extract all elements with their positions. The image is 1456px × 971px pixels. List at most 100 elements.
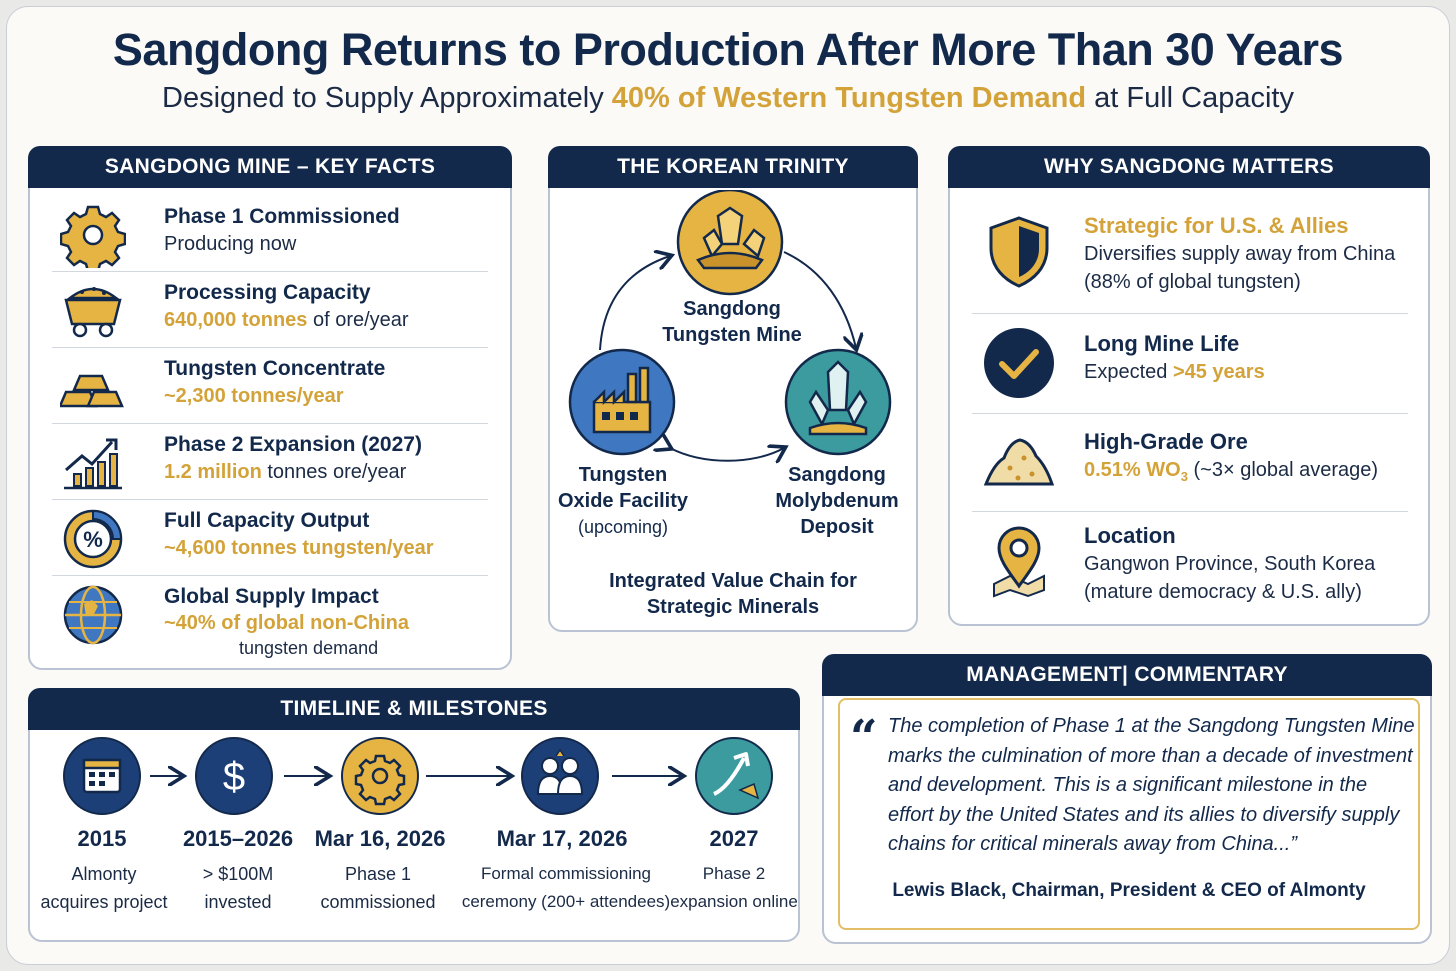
quote-text: The completion of Phase 1 at the Sangdon…: [888, 715, 1415, 855]
why-grade-title: High-Grade Ore: [1084, 429, 1248, 454]
why-strategic-line2: (88% of global tungsten): [1084, 271, 1301, 293]
fact-value: Producing now: [164, 233, 297, 255]
trinity-footer-line2: Strategic Minerals: [646, 596, 820, 618]
mine-cart-icon: [64, 287, 122, 338]
factory-icon: [568, 348, 676, 456]
subtitle-pre: Designed to Supply Approximately: [162, 82, 612, 114]
page-title: Sangdong Returns to Production After Mor…: [112, 24, 1344, 75]
why-life-title: Long Mine Life: [1084, 331, 1240, 356]
why-row-strategic: Strategic for U.S. & Allies Diversifies …: [972, 196, 1408, 314]
why-location-line2: (mature democracy & U.S. ally): [1084, 581, 1362, 603]
trinity-footer-line1: Integrated Value Chain for: [609, 570, 857, 592]
moly-line3: Deposit: [800, 516, 874, 538]
why-grade-value: 0.51% WO: [1084, 459, 1181, 481]
why-life-value: >45 years: [1172, 361, 1265, 383]
subtitle-post: at Full Capacity: [1086, 82, 1294, 114]
fact-title: Phase 1 Commissioned: [164, 205, 400, 228]
timeline-desc-line2: acquires project: [40, 892, 168, 912]
why-strategic-title: Strategic for U.S. & Allies: [1084, 213, 1349, 238]
timeline-desc-line1: Almonty: [71, 864, 137, 884]
why-location-title: Location: [1084, 523, 1176, 548]
timeline-desc-line1: > $100M: [202, 864, 274, 884]
why-row-location: Location Gangwon Province, South Korea (…: [972, 512, 1408, 622]
fact-row-phase2: Phase 2 Expansion (2027) 1.2 million ton…: [52, 424, 488, 500]
why-grade-subscript: 3: [1180, 469, 1188, 484]
ore-pile-icon: [983, 438, 1055, 486]
gold-bars-icon: [60, 374, 124, 408]
calendar-icon: [63, 737, 141, 815]
fact-row-phase1: Phase 1 Commissioned Producing now: [52, 196, 488, 272]
subtitle-highlight: 40% of Western Tungsten Demand: [611, 82, 1087, 114]
growth-chart-icon: [64, 438, 122, 490]
why-row-grade: High-Grade Ore 0.51% WO3 (~3× global ave…: [972, 414, 1408, 512]
gear-icon: [341, 737, 419, 815]
key-facts-panel: SANGDONG MINE – KEY FACTS Phase 1 Commis…: [28, 146, 512, 670]
fact-title: Phase 2 Expansion (2027): [164, 433, 422, 456]
timeline-arrows: [150, 740, 800, 820]
fact-highlight: ~4,600 tonnes tungsten/year: [164, 537, 434, 559]
timeline-desc-line2: expansion online: [670, 892, 798, 911]
timeline-header: TIMELINE & MILESTONES: [28, 688, 800, 730]
fact-title: Global Supply Impact: [164, 585, 379, 608]
oxide-line2: Oxide Facility: [557, 490, 689, 512]
why-strategic-line1: Diversifies supply away from China: [1084, 243, 1396, 265]
timeline-desc: Phase 2 expansion online: [636, 860, 832, 916]
why-panel: WHY SANGDONG MATTERS Strategic for U.S. …: [948, 146, 1430, 626]
trinity-moly-label: Sangdong Molybdenum Deposit: [764, 462, 910, 540]
location-pin-icon: [993, 526, 1045, 598]
percent-gauge-icon: %: [63, 509, 123, 569]
trinity-header: THE KOREAN TRINITY: [548, 146, 918, 188]
oxide-sub: (upcoming): [577, 517, 669, 537]
timeline-year: Mar 16, 2026: [314, 826, 446, 851]
commentary-header: MANAGEMENT| COMMENTARY: [822, 654, 1432, 696]
why-row-mine-life: Long Mine Life Expected >45 years: [972, 314, 1408, 414]
timeline-year: 2027: [709, 826, 759, 851]
timeline-year: 2015: [77, 826, 127, 851]
timeline-panel: TIMELINE & MILESTONES: [28, 688, 800, 942]
quote-mark-icon: “: [850, 710, 878, 766]
growth-arrow-icon: [695, 737, 773, 815]
moly-line1: Sangdong: [788, 464, 886, 486]
fact-highlight: 640,000 tonnes: [164, 309, 308, 331]
quote-box: “ The completion of Phase 1 at the Sangd…: [838, 698, 1420, 930]
fact-title: Processing Capacity: [164, 281, 371, 304]
people-icon: [521, 737, 599, 815]
oxide-line1: Tungsten: [578, 464, 668, 486]
fact-row-processing: Processing Capacity 640,000 tonnes of or…: [52, 272, 488, 348]
fact-highlight: 1.2 million: [164, 461, 262, 483]
svg-text:$: $: [223, 755, 245, 799]
timeline-desc-line1: Phase 1: [344, 864, 412, 884]
fact-rest: tungsten demand: [239, 638, 379, 658]
fact-title: Tungsten Concentrate: [164, 357, 386, 380]
timeline-desc-line1: Formal commissioning: [480, 864, 652, 883]
fact-highlight: ~40% of global non-China: [164, 612, 410, 634]
trinity-diagram: [568, 190, 892, 480]
timeline-desc-line2: commissioned: [320, 892, 436, 912]
fact-highlight: ~2,300 tonnes/year: [164, 385, 344, 407]
checkmark-icon: [984, 328, 1054, 398]
svg-text:%: %: [83, 527, 103, 552]
why-grade-rest: (~3× global average): [1187, 459, 1379, 481]
timeline-desc: Almonty acquires project: [4, 860, 204, 916]
timeline-desc: > $100M invested: [138, 860, 338, 916]
page-subtitle: Designed to Supply Approximately 40% of …: [0, 82, 1456, 115]
dollar-icon: $: [195, 737, 273, 815]
gear-icon: [60, 205, 126, 268]
fact-title: Full Capacity Output: [164, 509, 370, 532]
timeline-desc-line2: invested: [204, 892, 272, 912]
timeline-year: 2015–2026: [182, 826, 294, 851]
trinity-footer: Integrated Value Chain for Strategic Min…: [560, 568, 906, 620]
fact-row-full-capacity: % Full Capacity Output ~4,600 tonnes tun…: [52, 500, 488, 576]
why-header: WHY SANGDONG MATTERS: [948, 146, 1430, 188]
timeline-year: Mar 17, 2026: [496, 826, 628, 851]
crystals-icon: [676, 190, 784, 296]
shield-icon: [989, 216, 1049, 288]
crystal-cluster-icon: [784, 348, 892, 456]
timeline-desc: Phase 1 commissioned: [278, 860, 478, 916]
why-location-line1: Gangwon Province, South Korea: [1084, 553, 1376, 575]
fact-row-concentrate: Tungsten Concentrate ~2,300 tonnes/year: [52, 348, 488, 424]
key-facts-header: SANGDONG MINE – KEY FACTS: [28, 146, 512, 188]
timeline-desc-line2: ceremony (200+ attendees): [461, 892, 671, 911]
fact-row-global-supply: Global Supply Impact ~40% of global non-…: [52, 576, 488, 666]
fact-rest: tonnes ore/year: [261, 461, 407, 483]
